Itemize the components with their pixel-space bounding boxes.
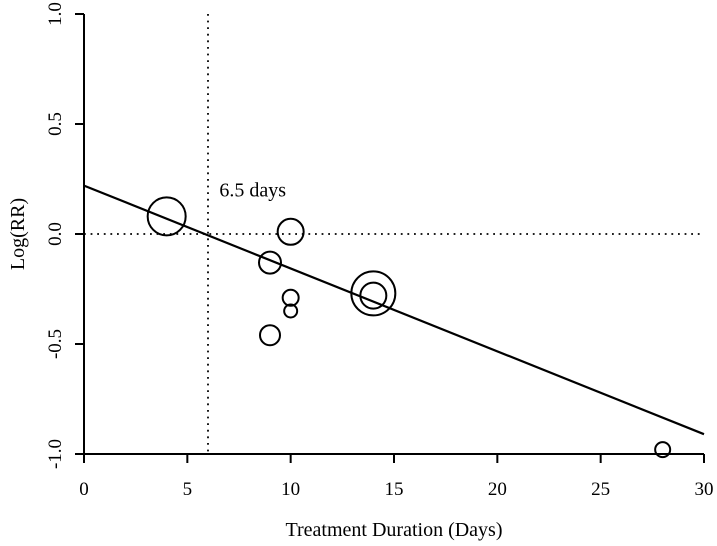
data-point-circle: [281, 288, 300, 307]
data-point-circle: [146, 196, 187, 237]
y-axis-tick-label: -0.5: [45, 329, 66, 359]
annotation-6-5-days: 6.5 days: [219, 180, 286, 202]
regression-line: [83, 184, 705, 436]
data-point-circle: [283, 303, 299, 319]
x-axis-tick-label: 0: [79, 479, 89, 500]
data-point-circle: [350, 270, 397, 317]
x-axis-tick-label: 15: [385, 479, 404, 500]
y-axis-title: Log(RR): [7, 198, 29, 270]
x-axis-tick-label: 25: [591, 479, 610, 500]
y-axis-tick-label: 0.0: [45, 222, 66, 246]
y-axis-tick-label: -1.0: [45, 439, 66, 469]
x-axis-tick-label: 10: [281, 479, 300, 500]
data-point-circle: [654, 441, 672, 459]
x-axis-tick-label: 20: [488, 479, 507, 500]
data-point-circle: [259, 324, 281, 347]
y-axis-tick-label: 0.5: [45, 112, 66, 136]
x-axis-tick-label: 5: [183, 479, 193, 500]
data-point-circle: [276, 217, 305, 246]
x-axis-tick-label: 30: [695, 479, 714, 500]
x-axis-title: Treatment Duration (Days): [286, 519, 503, 541]
data-point-circle: [258, 250, 282, 275]
data-point-circle: [359, 281, 388, 310]
y-axis-tick-label: 1.0: [45, 2, 66, 26]
